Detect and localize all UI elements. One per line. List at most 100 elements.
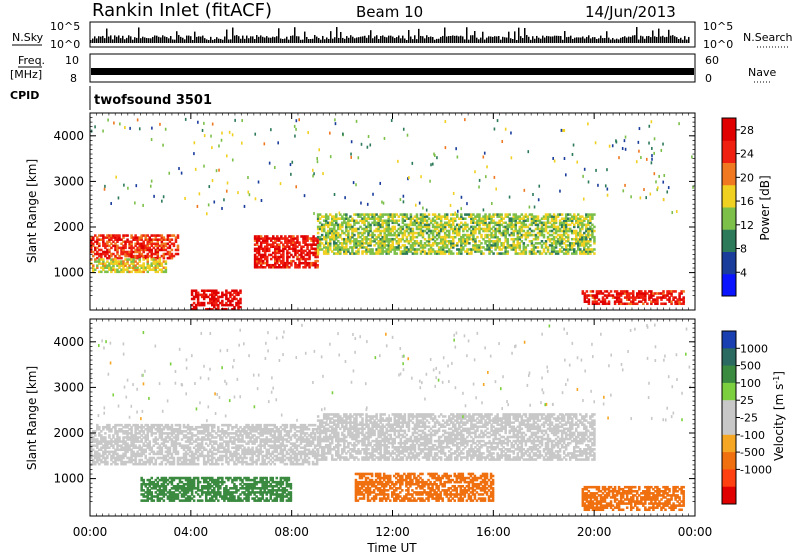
data-cell xyxy=(124,430,127,433)
data-cell xyxy=(345,244,348,247)
data-cell xyxy=(601,302,605,306)
data-cell xyxy=(427,213,431,216)
data-cell xyxy=(134,270,137,274)
data-cell xyxy=(560,229,564,233)
data-cell xyxy=(674,302,677,306)
data-cell xyxy=(134,423,137,427)
data-cell xyxy=(320,227,324,231)
data-cell xyxy=(361,240,364,243)
data-cell xyxy=(202,425,206,429)
data-cell xyxy=(140,264,143,267)
data-cell xyxy=(572,237,576,241)
data-cell xyxy=(237,444,240,447)
data-cell xyxy=(449,217,453,220)
data-cell xyxy=(254,197,257,201)
data-cell xyxy=(333,242,336,245)
colorbar-swatch xyxy=(722,184,736,208)
data-cell xyxy=(337,250,340,253)
data-cell xyxy=(272,265,275,269)
data-cell xyxy=(526,219,530,223)
data-cell xyxy=(532,237,536,241)
colorbar-tick-label: 12 xyxy=(740,219,754,232)
data-cell xyxy=(124,242,127,246)
data-cell xyxy=(607,302,611,306)
data-cell xyxy=(542,215,546,218)
data-cell xyxy=(552,246,556,249)
data-cell xyxy=(568,244,572,247)
data-cell xyxy=(369,225,372,229)
data-cell xyxy=(443,242,447,245)
data-cell xyxy=(124,258,127,261)
data-cell xyxy=(585,229,588,233)
data-cell xyxy=(379,246,382,249)
data-cell xyxy=(375,242,378,245)
data-cell xyxy=(235,462,238,466)
data-cell xyxy=(460,215,463,218)
data-cell xyxy=(409,235,413,239)
data-cell xyxy=(290,241,293,244)
data-cell xyxy=(225,293,228,297)
data-cell xyxy=(488,215,491,218)
data-cell xyxy=(512,229,516,233)
data-cell xyxy=(369,242,372,245)
data-cell xyxy=(585,237,588,241)
data-cell xyxy=(140,427,143,431)
nsky-bar xyxy=(614,39,616,43)
data-cell xyxy=(542,248,546,251)
data-cell xyxy=(484,227,487,231)
data-cell xyxy=(405,246,409,249)
data-cell xyxy=(520,223,524,227)
data-cell xyxy=(682,296,685,299)
data-cell xyxy=(140,236,143,239)
data-cell xyxy=(546,250,550,253)
data-cell xyxy=(320,248,324,251)
data-cell xyxy=(397,246,401,249)
nsky-bar xyxy=(442,35,444,43)
data-cell xyxy=(500,213,503,216)
data-cell xyxy=(132,238,135,241)
nsky-bar xyxy=(152,36,154,43)
data-cell xyxy=(472,240,475,243)
data-cell xyxy=(316,237,319,240)
data-cell xyxy=(536,242,540,245)
nsky-bar xyxy=(310,38,312,43)
data-cell xyxy=(233,432,236,435)
data-cell xyxy=(407,217,411,220)
data-cell xyxy=(456,227,459,231)
data-cell xyxy=(355,227,358,231)
data-cell xyxy=(666,290,669,293)
data-cell xyxy=(269,239,273,242)
data-cell xyxy=(126,446,129,450)
data-cell xyxy=(544,227,548,231)
data-cell xyxy=(282,247,285,251)
data-cell xyxy=(170,254,174,258)
data-cell xyxy=(316,246,320,249)
data-cell xyxy=(389,219,392,223)
data-cell xyxy=(126,262,129,265)
data-cell xyxy=(96,238,99,241)
data-cell xyxy=(566,229,570,233)
data-cell xyxy=(156,262,160,265)
data-cell xyxy=(200,442,204,445)
data-cell xyxy=(560,250,564,253)
data-cell xyxy=(170,252,174,256)
data-cell xyxy=(92,250,95,254)
data-cell xyxy=(96,440,99,443)
data-cell xyxy=(286,253,289,257)
data-cell xyxy=(492,221,495,225)
data-cell xyxy=(528,233,532,237)
data-cell xyxy=(318,213,322,216)
data-cell xyxy=(494,233,497,237)
data-cell xyxy=(118,270,121,274)
data-cell xyxy=(470,229,473,233)
data-cell xyxy=(611,294,615,297)
data-cell xyxy=(182,423,186,427)
data-cell xyxy=(249,448,252,452)
data-cell xyxy=(650,120,653,124)
data-cell xyxy=(528,223,532,227)
data-cell xyxy=(190,293,194,297)
data-cell xyxy=(483,151,486,155)
data-cell xyxy=(583,298,587,301)
data-cell xyxy=(180,430,184,433)
data-cell xyxy=(458,227,461,231)
